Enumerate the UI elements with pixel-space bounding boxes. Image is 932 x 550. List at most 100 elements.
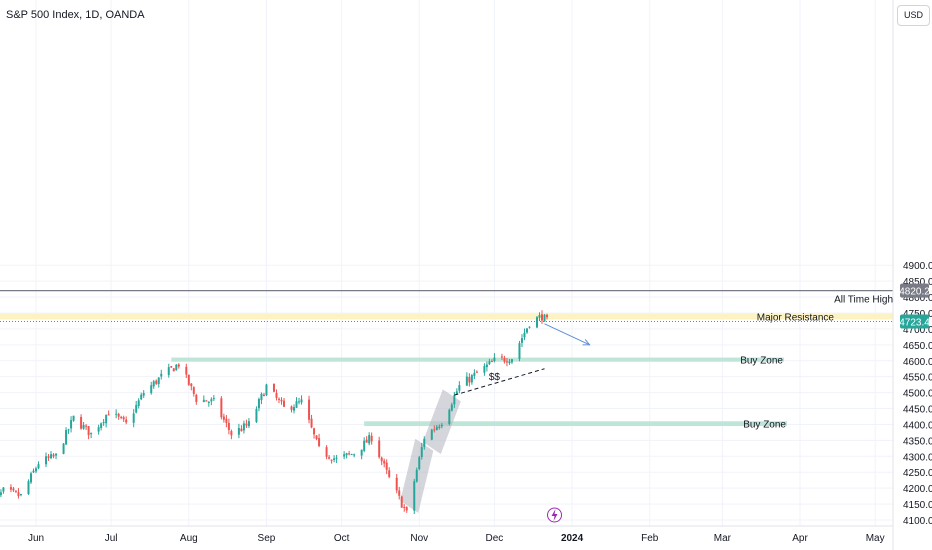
candle-body xyxy=(97,427,100,432)
candle-body xyxy=(45,456,48,465)
candle-body xyxy=(167,367,170,376)
candle-body xyxy=(19,494,22,496)
price-axis[interactable]: 4100.0 4150.0 4200.0 4250.0 4300.0 4350.0 4400… xyxy=(892,0,932,550)
lightning-icon-bolt xyxy=(551,509,558,521)
candle-body xyxy=(518,343,521,359)
candle-body xyxy=(343,454,346,457)
ath-price-badge xyxy=(900,283,929,298)
candle-body xyxy=(9,487,12,490)
candle-body xyxy=(345,453,348,456)
candle-body xyxy=(47,456,50,458)
candle-body xyxy=(295,401,298,408)
candle-body xyxy=(505,361,508,363)
candle-body xyxy=(2,487,5,492)
candle-body xyxy=(280,399,283,402)
candle-body xyxy=(353,454,356,456)
candle-body xyxy=(65,430,68,445)
candle-body xyxy=(468,377,471,383)
candle-body xyxy=(543,314,546,322)
candle-body xyxy=(272,384,275,392)
price-tick-label: 4700.0 xyxy=(903,325,932,336)
last-price-label: 4723.4 xyxy=(899,317,930,328)
candle-body xyxy=(29,473,32,483)
candle-body xyxy=(405,507,408,511)
price-tick-label: 4500.0 xyxy=(903,389,932,400)
candle-body xyxy=(380,457,383,462)
price-tick-label: 4650.0 xyxy=(903,341,932,352)
candle-body xyxy=(125,419,128,423)
candle-body xyxy=(72,415,75,421)
candle-body xyxy=(100,423,103,428)
candle-body xyxy=(310,418,313,428)
level-zones: All Time High Major Resistance Buy Zone Buy… xyxy=(0,289,893,431)
buy-zone-label: Buy Zone xyxy=(740,356,783,367)
candle-body xyxy=(187,374,190,385)
time-axis[interactable]: Jun Jul Aug Sep Oct Nov Dec 2024 Feb Mar Apr May xyxy=(0,507,893,544)
candle-body xyxy=(308,399,311,420)
gridlines xyxy=(0,0,893,526)
candle-body xyxy=(420,447,423,458)
candle-body xyxy=(245,423,248,426)
candle-body xyxy=(37,464,40,469)
candle-body xyxy=(350,454,353,456)
candle-body xyxy=(220,398,223,418)
candle-body xyxy=(177,364,180,367)
candle-body xyxy=(435,426,438,430)
candle-body xyxy=(122,417,125,420)
candle-body xyxy=(255,409,258,422)
candle-body xyxy=(152,381,155,387)
candle-body xyxy=(102,422,105,424)
candle-body xyxy=(275,393,278,398)
candle-body xyxy=(423,438,426,447)
currency-button[interactable]: USD xyxy=(897,5,930,26)
candle-body xyxy=(438,426,441,428)
time-tick-label: 2024 xyxy=(561,533,584,544)
price-tick-label: 4600.0 xyxy=(903,357,932,368)
candle-body xyxy=(485,364,488,368)
candle-body xyxy=(488,361,491,365)
candle-body xyxy=(510,359,513,363)
candle-body xyxy=(237,428,240,435)
candle-body xyxy=(475,371,478,373)
buy-zone xyxy=(364,421,787,427)
candle-body xyxy=(242,423,245,431)
candle-body xyxy=(117,413,120,417)
candle-body xyxy=(175,364,178,371)
candle-body xyxy=(142,393,145,396)
candle-body xyxy=(300,399,303,403)
major-resistance-label: Major Resistance xyxy=(757,312,835,323)
candle-body xyxy=(473,372,476,376)
drawings: $$ xyxy=(454,323,591,396)
price-tick-label: 4350.0 xyxy=(903,436,932,447)
ath-price-label: 4820.2 xyxy=(899,287,930,298)
candle-body xyxy=(137,400,140,406)
candle-body xyxy=(403,506,406,508)
time-tick-label: Dec xyxy=(486,533,504,544)
candle-body xyxy=(172,368,175,372)
candle-body xyxy=(418,457,421,470)
candle-body xyxy=(335,457,338,459)
candle-body xyxy=(195,394,198,402)
price-tick-label: 4200.0 xyxy=(903,484,932,495)
buy-zone-label: Buy Zone xyxy=(743,420,786,431)
price-tick-label: 4800.0 xyxy=(903,293,932,304)
candle-body xyxy=(257,399,260,409)
candle-body xyxy=(90,432,93,435)
candle-body xyxy=(313,428,316,435)
candle-body xyxy=(370,435,373,442)
last-price-badge xyxy=(900,314,929,329)
candle-body xyxy=(528,326,531,328)
candle-body xyxy=(132,413,135,423)
time-tick-label: Jul xyxy=(105,533,118,544)
candle-body xyxy=(458,385,461,391)
time-tick-label: Nov xyxy=(410,533,428,544)
time-tick-label: Aug xyxy=(180,533,198,544)
time-tick-label: Jun xyxy=(28,533,44,544)
candle-body xyxy=(368,435,371,444)
candle-body xyxy=(455,391,458,395)
candle-body xyxy=(87,426,90,436)
candle-body xyxy=(383,460,386,464)
candle-body xyxy=(490,361,493,363)
candle-body xyxy=(290,406,293,410)
